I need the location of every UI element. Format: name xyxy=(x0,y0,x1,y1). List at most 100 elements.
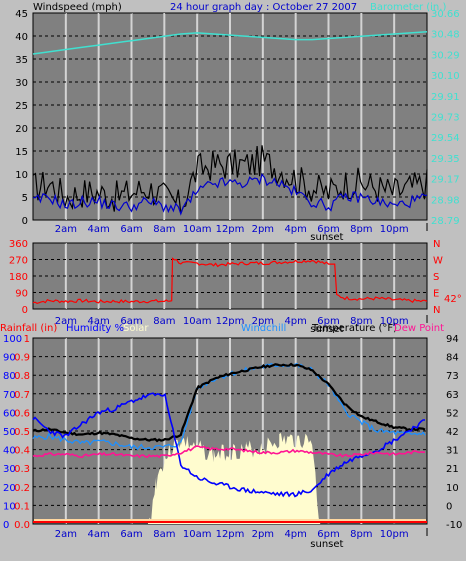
legend-windchill: Windchill xyxy=(241,323,286,334)
barometer-y-tick: 28.79 xyxy=(431,216,460,227)
barometer-y-tick: 30.48 xyxy=(431,30,460,41)
sunset-label-0: sunset xyxy=(310,232,343,243)
humidity-y-tick: 20 xyxy=(3,483,16,494)
time-axis-tick-2: 4am xyxy=(88,529,110,540)
wind-direction-series xyxy=(32,257,428,305)
temperature-y-tick: 42 xyxy=(446,427,459,438)
time-axis-tick-0: 10pm xyxy=(380,224,409,235)
time-axis-tick-2: 6pm xyxy=(317,529,339,540)
barometer-y-tick: 29.91 xyxy=(431,92,460,103)
wind-y-tick: 15 xyxy=(15,147,28,158)
time-axis-tick-2: 8am xyxy=(153,529,175,540)
wind-y-tick: 35 xyxy=(15,55,28,66)
humidity-y-tick: 0 xyxy=(3,520,9,531)
wind-y-tick: 25 xyxy=(15,101,28,112)
rainfall-y-tick: 0.8 xyxy=(14,371,30,382)
time-axis-tick-1: 2am xyxy=(55,316,77,327)
dew-point-series xyxy=(32,445,425,459)
temperature-y-tick: 21 xyxy=(446,464,459,475)
time-axis-tick-0: 10am xyxy=(183,224,212,235)
barometer-y-tick: 29.54 xyxy=(431,133,460,144)
barometer-y-tick: 29.35 xyxy=(431,154,460,165)
temperature-y-tick: 52 xyxy=(446,408,459,419)
humidity-y-tick: 60 xyxy=(3,408,16,419)
legend-solar: Solar xyxy=(123,323,149,334)
barometer-series xyxy=(32,31,428,55)
barometer-y-tick: 30.29 xyxy=(431,50,460,61)
temperature-y-tick: 63 xyxy=(446,390,459,401)
rainfall-y-tick: 0.5 xyxy=(14,427,30,438)
direction-compass-label: S xyxy=(433,272,439,283)
direction-compass-label: N xyxy=(433,239,440,250)
time-axis-tick-2: 8pm xyxy=(350,529,372,540)
rainfall-y-tick: 0.1 xyxy=(14,501,30,512)
sunset-label-1: sunset xyxy=(310,324,343,335)
temperature-y-tick: -10 xyxy=(446,520,462,531)
humidity-y-tick: 50 xyxy=(3,427,16,438)
wind-y-tick: 0 xyxy=(22,216,28,227)
humidity-y-tick: 30 xyxy=(3,464,16,475)
time-axis-tick-2: 12pm xyxy=(216,529,245,540)
rainfall-y-tick: 0.9 xyxy=(14,353,30,364)
barometer-y-tick: 29.73 xyxy=(431,113,460,124)
rainfall-y-tick: 0.7 xyxy=(14,390,30,401)
direction-y-tick: 180 xyxy=(9,272,28,283)
sunset-label-2: sunset xyxy=(310,539,343,550)
time-axis-tick-0: 8pm xyxy=(350,224,372,235)
windspeed-series xyxy=(32,145,428,214)
wind-y-tick: 5 xyxy=(22,193,28,204)
wind-y-tick: 45 xyxy=(15,9,28,20)
time-axis-tick-1: 4pm xyxy=(284,316,306,327)
time-axis-tick-1: 4am xyxy=(88,316,110,327)
wind-average-series xyxy=(33,172,428,216)
time-axis-tick-2: 10pm xyxy=(380,529,409,540)
time-axis-tick-0: 2am xyxy=(55,224,77,235)
time-axis-tick-2: 2am xyxy=(55,529,77,540)
humidity-y-tick: 100 xyxy=(3,334,22,345)
humidity-y-tick: 90 xyxy=(3,353,16,364)
time-axis-tick-1: 6pm xyxy=(317,316,339,327)
direction-y-tick: 360 xyxy=(9,239,28,250)
rainfall-y-tick: 0.4 xyxy=(14,446,30,457)
humidity-series xyxy=(32,392,426,498)
humidity-y-tick: 10 xyxy=(3,501,16,512)
time-axis-tick-0: 6pm xyxy=(317,224,339,235)
temperature-y-tick: 0 xyxy=(446,501,452,512)
rainfall-y-tick: 0.2 xyxy=(14,483,30,494)
wind-y-tick: 10 xyxy=(15,170,28,181)
time-axis-tick-1: 8am xyxy=(153,316,175,327)
barometer-label: Barometer (in.) xyxy=(370,2,446,13)
barometer-y-tick: 28.98 xyxy=(431,195,460,206)
time-axis-tick-1: 10pm xyxy=(380,316,409,327)
time-axis-tick-2: 4pm xyxy=(284,529,306,540)
direction-y-tick: 90 xyxy=(15,289,28,300)
humidity-y-tick: 70 xyxy=(3,390,16,401)
legend-humidity: Humidity % xyxy=(66,323,124,334)
barometer-y-tick: 30.10 xyxy=(431,71,460,82)
legend-rainfall: Rainfall (in) xyxy=(0,323,57,334)
time-axis-tick-0: 4am xyxy=(88,224,110,235)
direction-current-value: 42° xyxy=(444,294,462,305)
direction-y-tick: 0 xyxy=(22,305,28,316)
temperature-y-tick: 73 xyxy=(446,371,459,382)
direction-y-tick: 270 xyxy=(9,256,28,267)
time-axis-tick-0: 2pm xyxy=(252,224,274,235)
rainfall-y-tick: 1 xyxy=(24,334,30,345)
legend-dewpoint: Dew Point xyxy=(394,323,444,334)
time-axis-tick-1: 12pm xyxy=(216,316,245,327)
time-axis-tick-0: 12pm xyxy=(216,224,245,235)
series-lines xyxy=(32,31,428,523)
direction-compass-label: N xyxy=(433,305,440,316)
wind-y-tick: 20 xyxy=(15,124,28,135)
solar-area xyxy=(147,433,321,524)
time-axis-tick-1: 6am xyxy=(120,316,142,327)
time-axis-tick-0: 4pm xyxy=(284,224,306,235)
windspeed-label: Windspeed (mph) xyxy=(33,2,122,13)
time-axis-tick-0: 8am xyxy=(153,224,175,235)
humidity-y-tick: 40 xyxy=(3,446,16,457)
axis-labels: 05101520253035404528.7928.9829.1729.3529… xyxy=(3,9,462,550)
time-axis-tick-2: 2pm xyxy=(252,529,274,540)
time-axis-tick-1: 2pm xyxy=(252,316,274,327)
